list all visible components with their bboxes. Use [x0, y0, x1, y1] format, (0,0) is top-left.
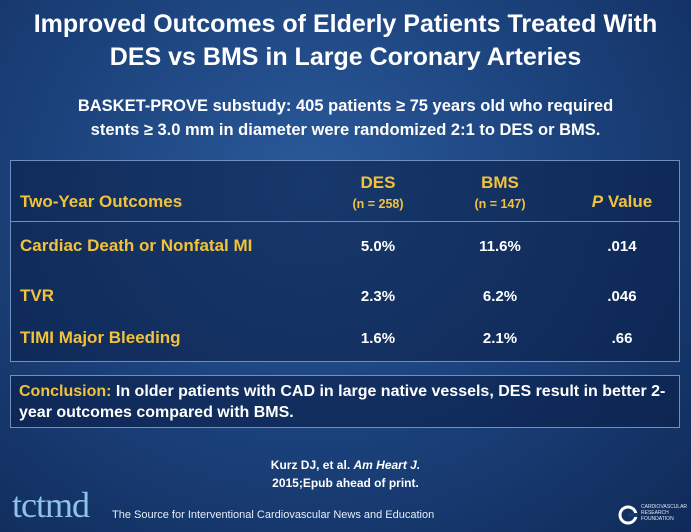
row-label: TIMI Major Bleeding [20, 328, 181, 347]
p-italic: P [591, 192, 604, 211]
cell: 6.2% [482, 288, 518, 305]
p-label: Value [607, 192, 653, 211]
column-header: P Value [562, 192, 682, 212]
cell: .014 [607, 238, 637, 255]
column-header: BMS [481, 173, 519, 192]
logo: tctmd [12, 485, 90, 525]
cell: 11.6% [479, 238, 521, 255]
column-header: Two-Year Outcomes [20, 192, 183, 211]
conclusion-box: Conclusion: In older patients with CAD i… [10, 375, 680, 428]
title-line: Improved Outcomes of Elderly Patients Tr… [33, 10, 658, 38]
citation: Kurz DJ, et al. Am Heart J. [0, 458, 691, 472]
cell: 1.6% [360, 330, 396, 347]
column-header: DES [360, 173, 396, 192]
title-line: DES vs BMS in Large Coronary Arteries [109, 43, 582, 71]
citation-authors: Kurz DJ, et al. [270, 458, 351, 472]
org-name: CARDIOVASCULAR RESEARCH FOUNDATION [641, 504, 688, 522]
cell: 5.0% [360, 238, 396, 255]
header-rule [11, 221, 679, 222]
row-label: Cardiac Death or Nonfatal MI [20, 236, 253, 255]
cell: 2.3% [360, 288, 396, 305]
cell: 2.1% [482, 330, 518, 347]
conclusion-text: In older patients with CAD in large nati… [19, 383, 666, 421]
citation-details: 2015;Epub ahead of print. [272, 476, 419, 490]
citation-journal: Am Heart J. [353, 458, 421, 472]
tagline: The Source for Interventional Cardiovasc… [112, 509, 435, 521]
subtitle-line: BASKET-PROVE substudy: 405 patients ≥ 75… [77, 97, 614, 115]
cell: .046 [607, 288, 637, 305]
table-box [10, 160, 680, 362]
cell: .66 [611, 330, 633, 347]
org-icon [618, 505, 638, 525]
conclusion-label: Conclusion: [19, 383, 112, 400]
subtitle-line: stents ≥ 3.0 mm in diameter were randomi… [90, 121, 601, 139]
column-n: (n = 258) [352, 197, 404, 211]
column-n: (n = 147) [474, 197, 526, 211]
row-label: TVR [20, 286, 54, 305]
